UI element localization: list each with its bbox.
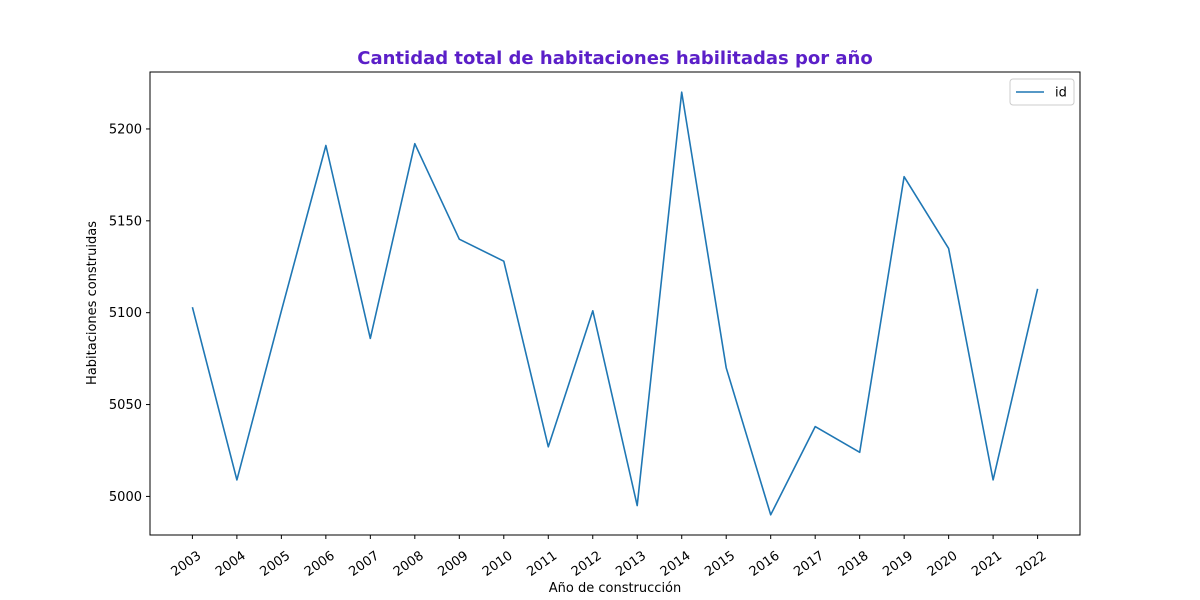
chart-title: Cantidad total de habitaciones habilitad… [357,48,872,69]
x-tick-label: 2011 [524,548,560,579]
legend: id [1009,78,1075,106]
x-tick-label: 2009 [435,548,471,579]
plot-area [149,71,1081,536]
x-tick-label: 2017 [791,548,827,579]
x-tick-label: 2003 [169,548,205,579]
x-tick-label: 2004 [213,548,249,579]
x-tick-label: 2021 [969,548,1005,579]
y-tick-label: 5150 [109,214,142,229]
y-axis: 5000 5050 5100 5150 5200 [109,122,150,505]
y-tick-label: 5100 [109,306,142,321]
x-tick-label: 2022 [1014,548,1050,579]
x-axis-label: Año de construcción [549,581,682,596]
x-tick-label: 2006 [302,548,338,579]
series-line-id [191,91,1039,516]
y-tick-label: 5050 [109,398,142,413]
x-tick-label: 2007 [346,548,382,579]
x-tick-label: 2015 [702,548,738,579]
x-tick-label: 2012 [569,548,605,579]
y-tick-label: 5200 [109,122,142,137]
x-tick-label: 2018 [836,548,872,579]
x-tick-label: 2014 [658,548,694,579]
y-axis-label: Habitaciones construidas [85,221,100,385]
x-tick-label: 2010 [480,548,516,579]
x-tick-label: 2008 [391,548,427,579]
x-tick-label: 2005 [258,548,294,579]
y-tick-label: 5000 [109,490,142,505]
x-tick-label: 2013 [613,548,649,579]
x-tick-label: 2020 [925,548,961,579]
legend-label: id [1055,86,1067,101]
plot-frame [149,71,1081,536]
x-tick-label: 2019 [880,548,916,579]
x-axis: 2003 2004 2005 2006 2007 2008 2009 2010 2011 2012… [169,535,1050,580]
x-tick-label: 2016 [747,548,783,579]
